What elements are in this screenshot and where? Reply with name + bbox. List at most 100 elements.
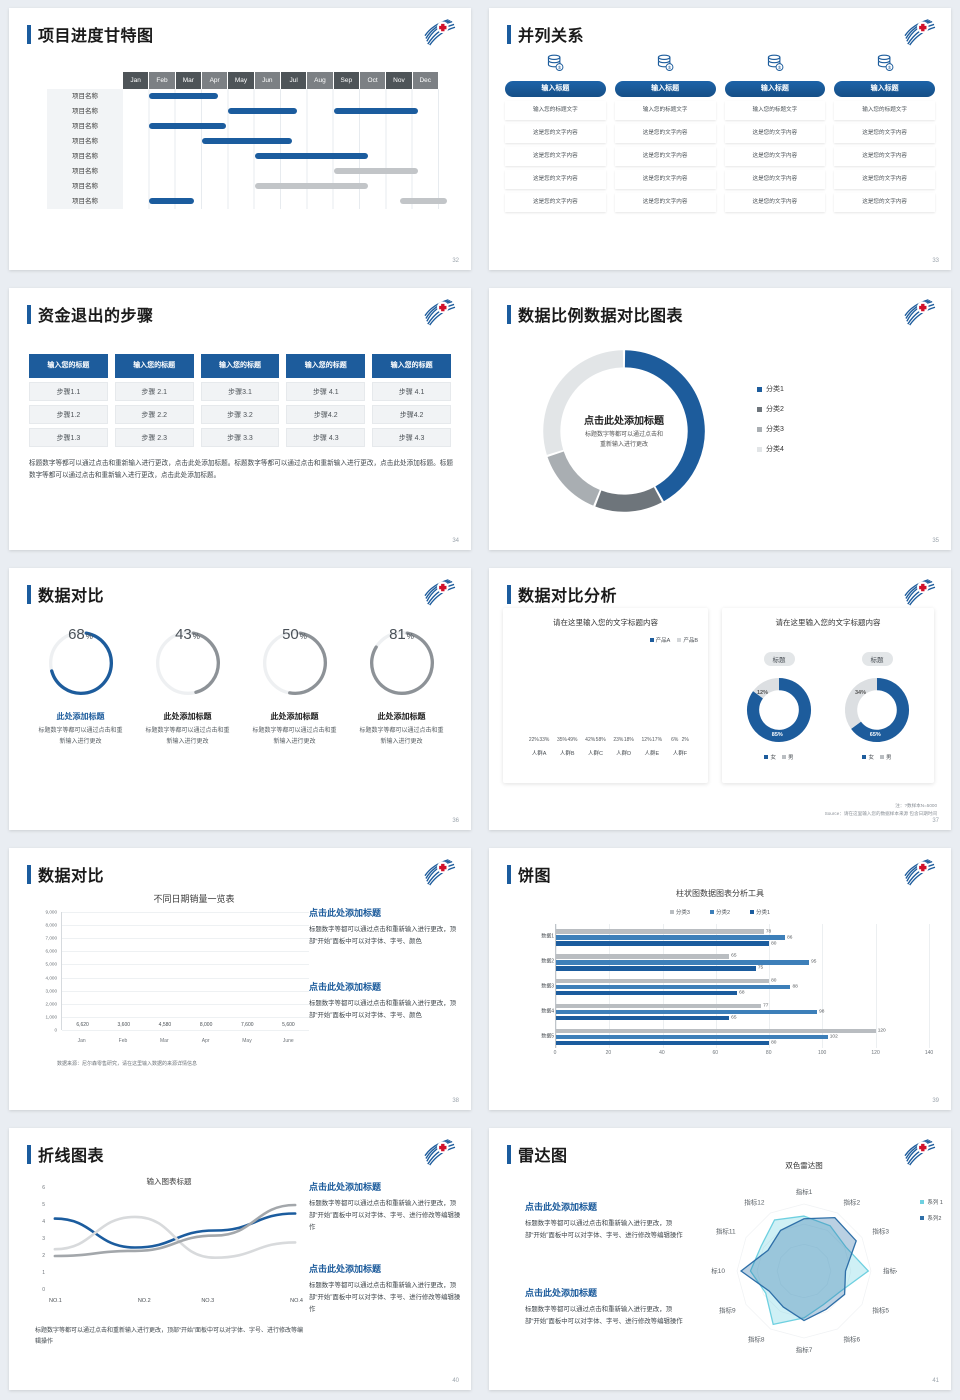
- step-cell[interactable]: 步骤 4.1: [372, 382, 451, 401]
- text-block-1: 点击此处添加标题 标题数字等都可以通过点击和重新输入进行更改，顶部“开始”面板中…: [309, 906, 467, 948]
- block-heading: 点击此处添加标题: [309, 908, 382, 918]
- column-cell[interactable]: 这是您的文字内容: [614, 124, 716, 143]
- column-cell[interactable]: 输入您的标题文字: [614, 101, 716, 120]
- column-header[interactable]: 输入标题: [834, 81, 935, 97]
- title-accent-bar: [27, 584, 31, 604]
- step-header[interactable]: 输入您的标题: [372, 354, 451, 378]
- title-accent-bar: [507, 1144, 511, 1164]
- brand-logo-icon: [421, 1136, 459, 1166]
- gantt-month: Dec: [412, 72, 439, 89]
- donut-pill-label[interactable]: 标题: [763, 652, 795, 666]
- column-header[interactable]: 输入标题: [614, 81, 716, 97]
- block-body: 标题数字等都可以通过点击和重新输入进行更改，顶部“开始”面板中可以对字体、字号、…: [309, 1282, 461, 1314]
- step-header[interactable]: 输入您的标题: [29, 354, 108, 378]
- step-header[interactable]: 输入您的标题: [114, 354, 194, 378]
- brand-logo-icon: [421, 296, 459, 326]
- bar-chart-panel: 请在这里输入您的文字标题内容 产品A 产品B 22% 33% 35% 49% 42% 58%…: [503, 608, 708, 783]
- legend-label: 分类1: [766, 386, 784, 393]
- step-cell[interactable]: 步骤 3.3: [200, 428, 280, 447]
- bar-value-label: 12%: [641, 737, 652, 743]
- slide-header: 数据对比: [27, 862, 104, 886]
- gender-donut-panel: 请在这里输入您的文字标题内容 标题 85% 12% 女男标题 65% 34% 女男: [722, 608, 934, 783]
- step-cell[interactable]: 步骤 2.3: [114, 428, 194, 447]
- step-cell[interactable]: 步骤 4.1: [286, 382, 366, 401]
- text-block-1: 点击此处添加标题 标题数字等都可以通过点击和重新输入进行更改，顶部“开始”面板中…: [309, 1180, 461, 1235]
- column-cell[interactable]: 这是您的文字内容: [724, 193, 826, 212]
- step-cell[interactable]: 步骤 4.3: [372, 428, 451, 447]
- column-cell[interactable]: 这是您的文字内容: [505, 124, 606, 143]
- column-cell[interactable]: 这是您的文字内容: [724, 124, 826, 143]
- donut-segment: [547, 451, 601, 506]
- plot-area: 6,620 3,600 4,580 8,000 7,600 5,600: [61, 912, 309, 1031]
- column-cell[interactable]: 这是您的文字内容: [834, 193, 935, 212]
- step-cell[interactable]: 步骤 2.1: [114, 382, 194, 401]
- bar: 80: [556, 941, 776, 946]
- column-cell[interactable]: 这是您的文字内容: [724, 147, 826, 166]
- step-header[interactable]: 输入您的标题: [286, 354, 366, 378]
- bar: 102: [556, 1034, 838, 1039]
- gantt-row-label: 项目名称: [47, 89, 123, 104]
- gantt-row-label: 项目名称: [47, 104, 123, 119]
- step-cell[interactable]: 步骤4.2: [372, 405, 451, 424]
- y-tick: 1: [42, 1270, 45, 1276]
- percent-desc: 标题数字等都可以通过点击和重新输入进行更改: [38, 728, 123, 745]
- step-cell[interactable]: 步骤 2.2: [114, 405, 194, 424]
- radar-series: [739, 1216, 857, 1322]
- step-cell[interactable]: 步骤4.2: [286, 405, 366, 424]
- y-tick: 4,000: [45, 975, 58, 981]
- step-cell[interactable]: 步骤3.1: [200, 382, 280, 401]
- block-heading: 点击此处添加标题: [309, 1264, 382, 1274]
- x-tick: 80: [765, 1050, 772, 1056]
- column-cell[interactable]: 这是您的文字内容: [724, 170, 826, 189]
- donut-pill-label[interactable]: 标题: [861, 652, 893, 666]
- column-cell[interactable]: 这是您的文字内容: [834, 124, 935, 143]
- step-cell[interactable]: 步骤 4.3: [286, 428, 366, 447]
- column-cell[interactable]: 输入您的标题文字: [834, 101, 935, 120]
- column-cell[interactable]: 输入您的标题文字: [505, 101, 606, 120]
- column-cell[interactable]: 这是您的文字内容: [834, 147, 935, 166]
- column-cell[interactable]: 这是您的文字内容: [834, 170, 935, 189]
- legend-label: 产品B: [683, 638, 698, 644]
- donut-inner-pct: 85%: [771, 732, 783, 738]
- x-label: NO.3: [201, 1298, 215, 1304]
- panel-title: 请在这里输入您的文字标题内容: [553, 618, 658, 627]
- bar-value-label: 5,600: [282, 1022, 295, 1028]
- step-cell[interactable]: 步骤1.3: [29, 428, 108, 447]
- category-label: 数据3: [541, 983, 554, 990]
- chart-legend: 分类3 分类2 分类1: [489, 908, 951, 916]
- step-column: 输入您的标题步骤 4.1 步骤4.2 步骤 4.3: [286, 354, 366, 447]
- x-tick: 40: [659, 1050, 665, 1056]
- gantt-month: Sep: [333, 72, 360, 89]
- column-cell[interactable]: 这是您的文字内容: [505, 147, 606, 166]
- step-cell[interactable]: 步骤1.1: [29, 382, 108, 401]
- bar-value-label: 77: [763, 1003, 769, 1009]
- plot-area: [49, 1188, 303, 1290]
- step-header[interactable]: 输入您的标题: [200, 354, 280, 378]
- column-cell[interactable]: 这是您的文字内容: [614, 170, 716, 189]
- column-cell[interactable]: 这是您的文字内容: [614, 147, 716, 166]
- donut-center-label: 点击此处添加标题 标题数字等都可以通过点击和 重新输入进行更改: [529, 336, 719, 526]
- y-tick: 2: [42, 1252, 45, 1259]
- radar-axis-label: 指标5: [872, 1305, 889, 1314]
- parallel-column: $ 输入标题 输入您的标题文字 这是您的文字内容 这是您的文字内容 这是您的文字内容 这是您…: [614, 54, 716, 212]
- page-number: 38: [452, 1098, 459, 1104]
- parallel-column: $ 输入标题 输入您的标题文字 这是您的文字内容 这是您的文字内容 这是您的文字内容 这是您…: [724, 54, 826, 212]
- x-label: NO.4: [290, 1298, 303, 1304]
- bar-value-label: 18%: [623, 737, 634, 743]
- gantt-track: [123, 164, 439, 179]
- percent-item: 81% 此处添加标题 标题数字等都可以通过点击和重新输入进行更改: [348, 626, 455, 747]
- bar-value-label: 3,600: [117, 1022, 131, 1028]
- column-cell[interactable]: 这是您的文字内容: [614, 193, 716, 212]
- column-cell[interactable]: 这是您的文字内容: [505, 193, 606, 212]
- column-cell[interactable]: 输入您的标题文字: [724, 101, 826, 120]
- coin-stack-icon: $: [545, 54, 565, 77]
- bar: 95: [556, 960, 816, 965]
- column-header[interactable]: 输入标题: [724, 81, 826, 97]
- legend-label: 分类2: [766, 406, 784, 413]
- column-header[interactable]: 输入标题: [505, 81, 606, 97]
- step-cell[interactable]: 步骤 3.2: [200, 405, 280, 424]
- bar-value-label: 23%: [613, 737, 624, 743]
- legend-label: 男: [788, 755, 794, 761]
- column-cell[interactable]: 这是您的文字内容: [505, 170, 606, 189]
- step-cell[interactable]: 步骤1.2: [29, 405, 108, 424]
